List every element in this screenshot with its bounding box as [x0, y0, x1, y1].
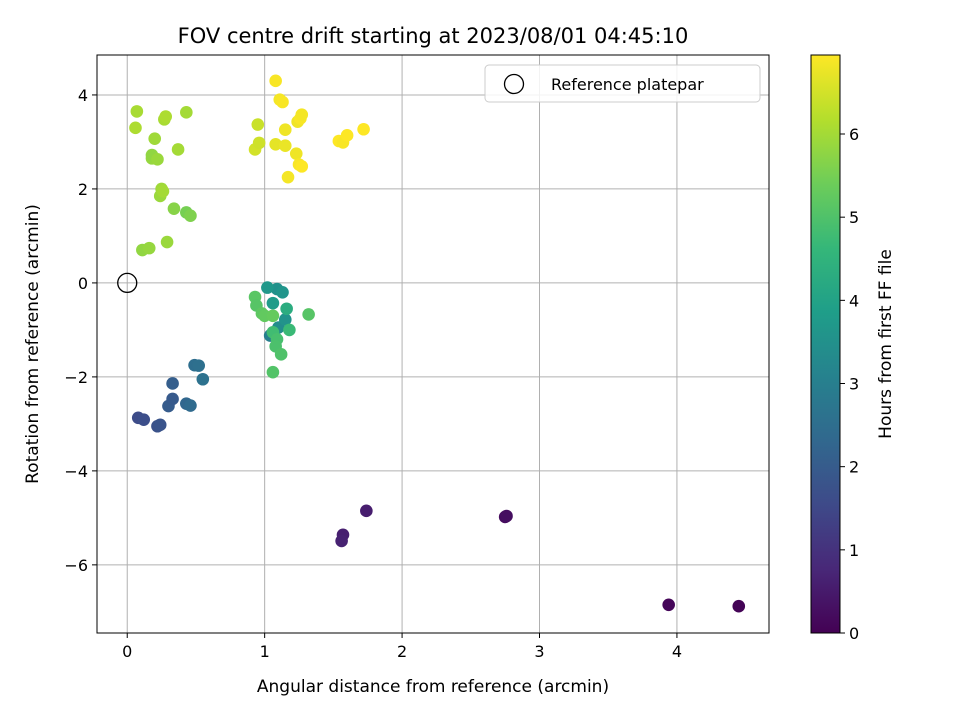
x-tick-label: 3: [534, 642, 544, 661]
y-tick-label: 2: [78, 180, 88, 199]
data-point: [283, 323, 296, 337]
data-point: [153, 418, 167, 432]
data-point: [130, 105, 144, 118]
data-point: [662, 598, 675, 612]
colorbar: 0 1 2 3 4 5 6 Hours from first FF file: [810, 54, 896, 643]
data-point: [269, 74, 282, 88]
data-point: [732, 599, 746, 613]
data-point: [357, 122, 370, 136]
legend: Reference platepar: [484, 64, 761, 103]
data-point: [289, 147, 303, 160]
data-point: [266, 309, 280, 323]
reference-platepar-marker: [117, 272, 138, 294]
data-point: [166, 392, 179, 406]
x-axis-label: Angular distance from reference (arcmin): [257, 677, 609, 697]
y-tick-label: −4: [64, 462, 88, 481]
data-point: [160, 235, 174, 249]
colorbar-tick-label: 3: [849, 375, 859, 394]
data-point: [266, 365, 280, 379]
data-point: [159, 110, 173, 123]
data-point: [302, 308, 315, 321]
data-point: [278, 313, 292, 326]
y-tick-label: 0: [78, 274, 88, 293]
data-point: [269, 137, 282, 151]
data-point: [295, 108, 309, 121]
legend-box: [484, 64, 761, 103]
data-point: [151, 153, 164, 166]
data-point: [278, 123, 292, 137]
axis-ticks: 0 1 2 3 4 −6 −4 −2 0 2 4: [64, 86, 682, 661]
data-point: [171, 143, 185, 156]
data-point: [295, 160, 309, 173]
data-point: [184, 209, 197, 223]
data-point: [251, 118, 265, 131]
chart-title: FOV centre drift starting at 2023/08/01 …: [178, 24, 689, 48]
y-axis-label: Rotation from reference (arcmin): [23, 204, 43, 484]
data-point: [266, 296, 280, 310]
data-point: [500, 509, 513, 523]
data-point: [180, 106, 193, 119]
data-point: [148, 132, 162, 145]
colorbar-tick-label: 2: [849, 458, 859, 477]
plot-frame: [96, 54, 770, 634]
data-point: [166, 377, 179, 390]
grid-lines: [97, 55, 769, 633]
data-point: [167, 202, 181, 215]
y-tick-label: −2: [64, 368, 88, 387]
data-point: [280, 302, 293, 316]
data-point: [192, 359, 205, 372]
data-points: [117, 74, 746, 613]
data-point: [276, 95, 289, 109]
colorbar-tick-label: 0: [849, 624, 859, 643]
colorbar-tick-label: 1: [849, 541, 859, 560]
data-point: [335, 534, 348, 548]
x-tick-label: 1: [260, 642, 270, 661]
data-point: [281, 170, 295, 184]
data-point: [184, 399, 197, 412]
data-point: [274, 348, 288, 361]
data-point: [129, 121, 142, 135]
y-tick-label: 4: [78, 86, 88, 105]
colorbar-tick-label: 4: [849, 291, 859, 310]
data-point: [276, 286, 289, 299]
data-point: [142, 241, 156, 255]
data-point: [156, 184, 170, 198]
data-point: [261, 281, 274, 294]
x-tick-label: 2: [397, 642, 407, 661]
data-point: [340, 129, 354, 142]
colorbar-ticks: 0 1 2 3 4 5 6: [840, 125, 859, 643]
colorbar-label: Hours from first FF file: [876, 249, 896, 439]
data-point: [278, 139, 292, 152]
data-point: [252, 136, 266, 150]
legend-marker-reference: [503, 73, 525, 95]
colorbar-gradient: [810, 54, 841, 634]
data-point: [196, 372, 210, 386]
y-tick-label: −6: [64, 556, 88, 575]
colorbar-tick-label: 6: [849, 125, 859, 144]
x-tick-label: 4: [672, 642, 682, 661]
colorbar-tick-label: 5: [849, 208, 859, 227]
x-tick-label: 0: [122, 642, 132, 661]
data-point: [360, 504, 373, 518]
data-point: [137, 413, 151, 426]
legend-label-reference: Reference platepar: [551, 75, 704, 94]
